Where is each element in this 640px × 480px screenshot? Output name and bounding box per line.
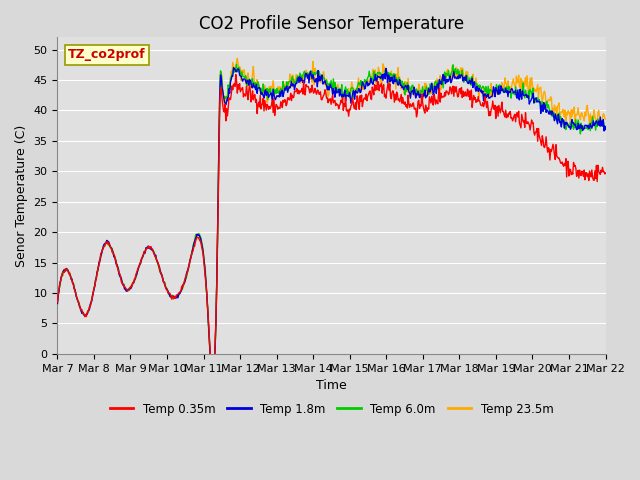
Title: CO2 Profile Sensor Temperature: CO2 Profile Sensor Temperature [199, 15, 464, 33]
Legend: Temp 0.35m, Temp 1.8m, Temp 6.0m, Temp 23.5m: Temp 0.35m, Temp 1.8m, Temp 6.0m, Temp 2… [105, 398, 558, 420]
Y-axis label: Senor Temperature (C): Senor Temperature (C) [15, 124, 28, 267]
Text: TZ_co2prof: TZ_co2prof [68, 48, 146, 61]
X-axis label: Time: Time [316, 379, 347, 392]
